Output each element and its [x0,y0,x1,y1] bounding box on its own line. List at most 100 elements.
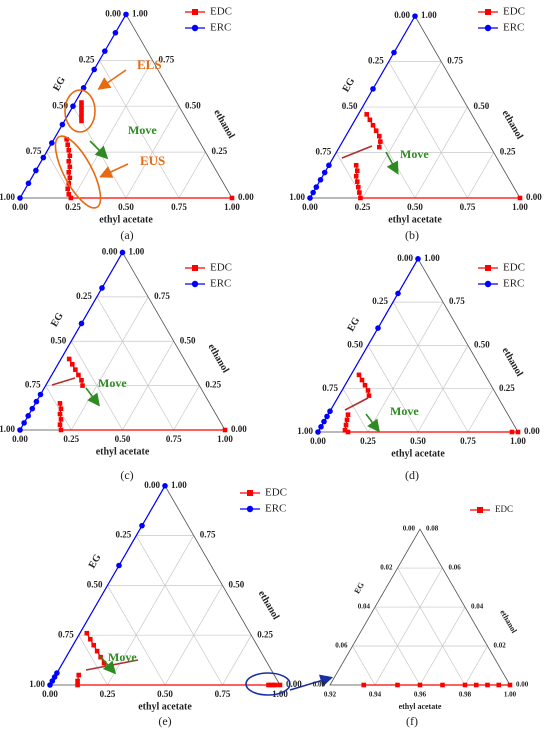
data-point [58,427,64,433]
data-point [515,429,521,435]
tick-label: 0.00 [238,192,254,202]
axis-title: EG [87,552,104,570]
tick-label: 0.50 [474,339,490,349]
annotation: Move [108,650,137,664]
axis-title: ethanol [499,346,524,379]
data-point [378,139,383,144]
arrow [99,655,117,675]
data-point [91,642,96,648]
data-point [367,117,373,123]
data-point [66,147,72,153]
panel-label: (a) [120,228,133,242]
tick-label: 0.25 [372,296,388,306]
tick-label: 0.00 [102,247,118,257]
data-point [99,285,105,291]
arrow [85,387,100,407]
data-point [123,11,129,18]
legend-label: EDC [210,262,232,274]
tick-label: 0.25 [499,383,515,393]
axis-title: EG [341,76,358,94]
data-point [391,49,397,56]
legend-marker [246,505,254,513]
data-point [65,142,70,148]
data-point [112,29,119,36]
tick-label: 0.25 [355,202,371,212]
tick-label: 0.25 [205,380,221,390]
tick-label: 0.00 [403,525,416,533]
tick-label: 0.25 [65,202,81,212]
axis-title: EG [51,75,68,93]
tick-label: 1.00 [132,8,148,18]
tick-label: 0.96 [414,691,427,699]
tick-label: 1.00 [297,426,313,436]
data-point [79,377,84,383]
grid-line [352,645,376,686]
data-point [69,362,75,367]
data-point [321,418,327,425]
data-point [353,173,359,179]
data-point [273,682,278,688]
data-point [57,411,63,417]
data-point [364,112,369,117]
grid-line [374,606,421,686]
grid-line [362,61,442,199]
data-point [310,189,316,196]
data-point [67,153,73,159]
tick-label: 0.25 [79,54,95,64]
data-point [40,154,47,161]
grid-line [467,152,495,199]
tick-label: 0.02 [494,642,507,650]
tick-label: 0.25 [360,436,376,446]
tick-label: 1.00 [224,202,240,212]
tick-label: 0.75 [316,147,332,157]
data-point [507,682,513,688]
tick-label: 0.75 [25,380,41,390]
grid-line [392,301,469,433]
grid-line [96,296,175,431]
data-point [68,195,74,201]
data-point [317,177,324,183]
tick-label: 0.75 [26,146,42,156]
tick-label: 0.25 [76,291,92,301]
arrow [344,397,369,411]
data-point [377,144,382,150]
data-point [412,13,418,19]
data-point [33,167,39,174]
tick-label: 0.25 [500,147,516,157]
data-point [57,422,63,427]
tick-label: 0.00 [516,681,529,689]
tick-label: 0.94 [369,691,382,699]
grid-line [374,567,443,686]
annotation: Move [98,376,127,390]
legend-marker [191,24,199,32]
legend-marker [484,280,492,288]
data-point [315,429,321,435]
axis-title: EG [352,581,366,596]
legend-marker [485,9,491,15]
axis-title: ethyl acetate [391,448,445,459]
panel-label: (b) [405,228,419,242]
data-point [67,175,73,181]
axis-title: EG [345,315,362,333]
data-point [25,180,32,187]
data-point [356,372,362,378]
grid-line [107,535,195,686]
data-point [57,401,63,406]
tick-label: 0.25 [257,629,273,639]
series-line [66,102,232,199]
data-point [370,122,376,128]
data-point [354,179,360,184]
tick-label: 0.04 [471,603,484,611]
grid-line [45,385,72,431]
grid-line [222,635,252,686]
data-point [33,398,40,405]
tick-label: 1.00 [424,253,440,263]
tick-label: 0.00 [524,426,540,436]
data-point [76,672,82,678]
data-point [80,85,87,91]
data-point [395,290,401,297]
data-point [66,169,72,175]
legend-label: ERC [210,278,231,290]
data-point [59,121,66,128]
